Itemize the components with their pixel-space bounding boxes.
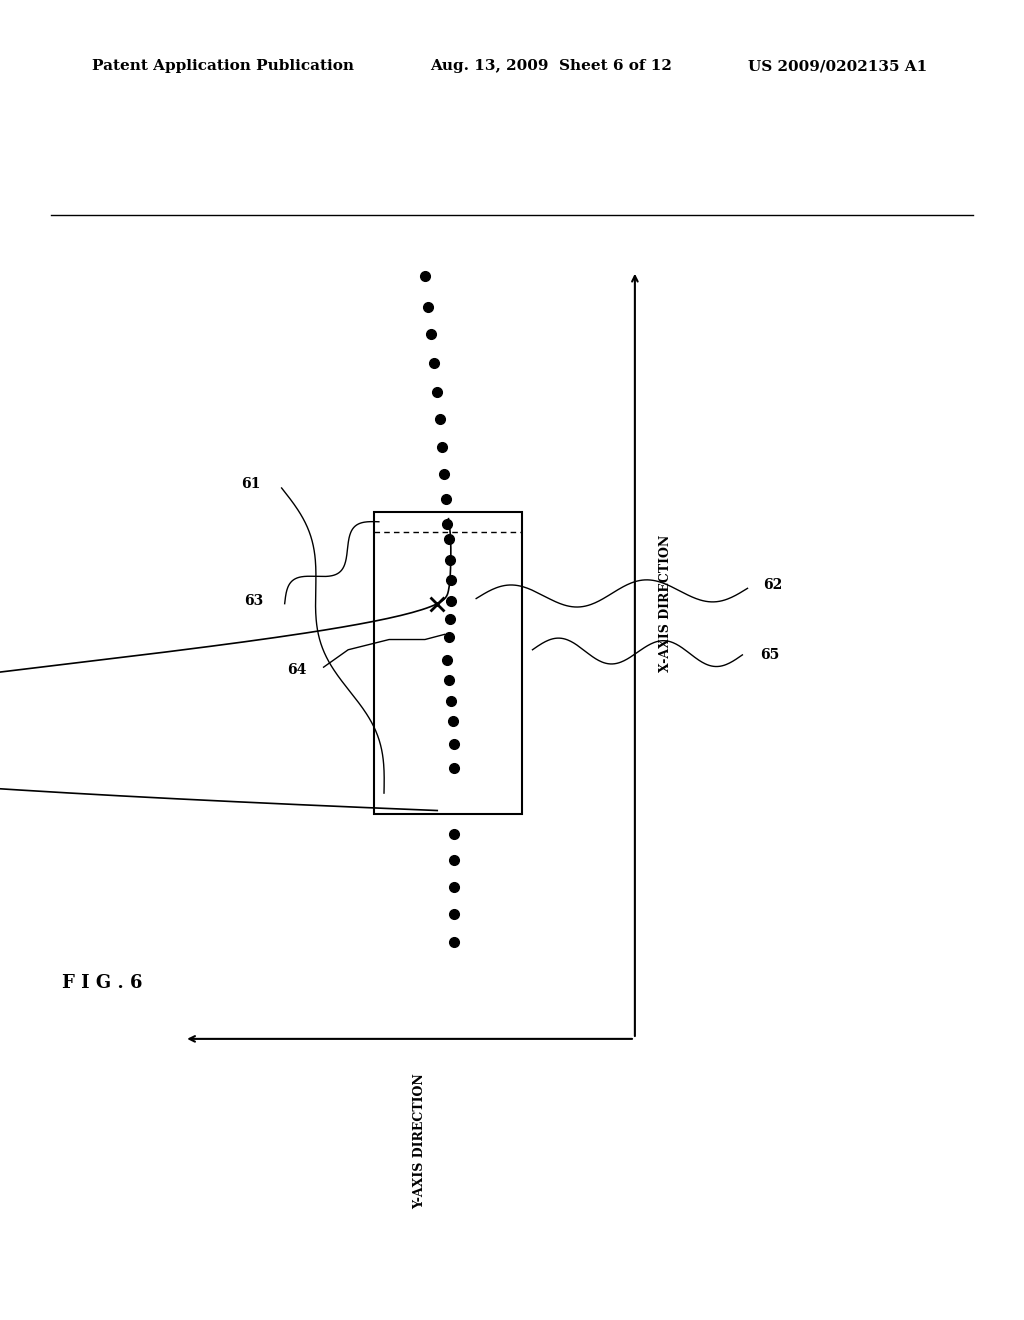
Text: 62: 62 <box>764 578 782 593</box>
Text: 65: 65 <box>761 648 779 661</box>
Text: X-AXIS DIRECTION: X-AXIS DIRECTION <box>659 535 672 672</box>
Bar <box>374 512 522 813</box>
Text: F I G . 6: F I G . 6 <box>62 974 142 991</box>
Text: 64: 64 <box>288 663 306 677</box>
Text: Patent Application Publication: Patent Application Publication <box>92 59 354 74</box>
Text: Y-AXIS DIRECTION: Y-AXIS DIRECTION <box>414 1073 426 1209</box>
Text: US 2009/0202135 A1: US 2009/0202135 A1 <box>748 59 927 74</box>
Text: 61: 61 <box>242 477 260 491</box>
Text: 63: 63 <box>245 594 263 607</box>
Text: Aug. 13, 2009  Sheet 6 of 12: Aug. 13, 2009 Sheet 6 of 12 <box>430 59 672 74</box>
